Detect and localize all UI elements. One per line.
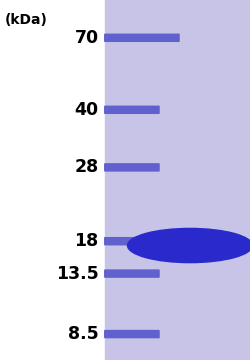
Text: 8.5: 8.5 [68,325,99,343]
FancyBboxPatch shape [104,237,160,246]
Bar [105,0,250,360]
FancyBboxPatch shape [104,105,160,114]
FancyBboxPatch shape [104,33,180,42]
FancyBboxPatch shape [104,163,160,172]
Text: 13.5: 13.5 [56,265,99,283]
Text: 70: 70 [74,29,99,47]
Text: 28: 28 [74,158,99,176]
Text: 40: 40 [74,101,99,119]
FancyBboxPatch shape [104,269,160,278]
Text: 18: 18 [74,232,99,250]
FancyBboxPatch shape [104,330,160,338]
Ellipse shape [128,228,250,263]
Text: (kDa): (kDa) [5,13,48,27]
